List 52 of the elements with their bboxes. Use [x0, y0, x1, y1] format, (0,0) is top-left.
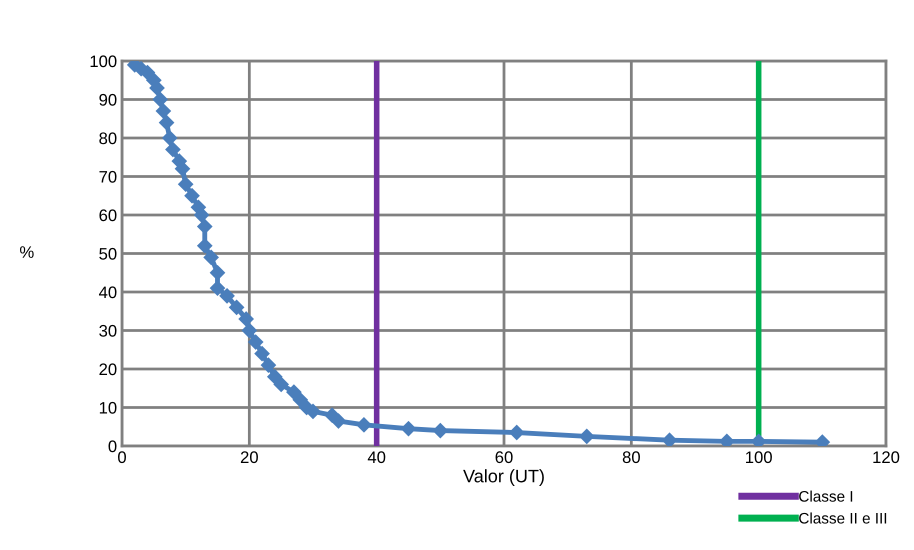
point — [165, 142, 181, 158]
y-tick-label: 50 — [99, 248, 116, 260]
x-tick-label: 80 — [622, 451, 640, 464]
y-tick-label: 90 — [99, 94, 116, 106]
x-tick-label: 120 — [873, 451, 900, 464]
y-tick-label: 80 — [99, 132, 116, 144]
point — [210, 265, 226, 280]
point — [286, 384, 302, 400]
point — [242, 322, 257, 338]
point — [330, 413, 346, 429]
point — [274, 376, 289, 392]
point — [156, 103, 171, 119]
x-tick-label: 20 — [240, 451, 258, 464]
point — [662, 432, 678, 446]
point — [579, 428, 594, 444]
y-tick-label: 0 — [108, 440, 116, 452]
x-tick-label: 40 — [368, 451, 386, 464]
y-axis-title: % — [20, 246, 34, 258]
y-tick-label: 70 — [99, 170, 116, 183]
point — [210, 280, 226, 296]
point — [400, 421, 416, 436]
point — [260, 358, 276, 373]
y-tick-label: 100 — [90, 55, 116, 68]
point — [248, 334, 264, 350]
point — [184, 188, 200, 204]
y-tick-label: 20 — [99, 363, 116, 376]
x-tick-label: 60 — [496, 451, 513, 464]
x-tick-label: 0 — [118, 451, 126, 464]
y-tick-label: 30 — [99, 324, 116, 337]
point — [158, 115, 174, 130]
point — [178, 176, 194, 192]
x-axis-title: Valor (UT) — [463, 469, 544, 486]
point — [197, 238, 212, 254]
point — [509, 424, 524, 440]
x-tick-label: 100 — [746, 451, 772, 464]
point — [229, 300, 244, 315]
point — [219, 288, 235, 304]
point — [356, 417, 372, 432]
point — [162, 130, 178, 146]
point — [292, 392, 308, 408]
point — [254, 346, 270, 362]
y-tick-label: 10 — [100, 402, 116, 414]
point — [238, 311, 254, 327]
point — [267, 369, 282, 384]
y-tick-label: 40 — [98, 286, 116, 298]
point — [174, 161, 190, 176]
point — [204, 250, 219, 265]
y-tick-label: 60 — [99, 209, 116, 222]
legend-label: Classe I — [799, 490, 852, 502]
legend-label: Classe II e III — [799, 512, 886, 524]
point — [152, 92, 168, 108]
point — [432, 423, 448, 438]
